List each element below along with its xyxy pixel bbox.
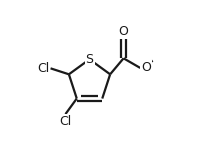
Text: Cl: Cl (59, 115, 71, 128)
Text: O: O (141, 61, 151, 75)
Text: S: S (86, 53, 93, 66)
Text: O: O (119, 25, 129, 38)
Text: Cl: Cl (37, 62, 49, 75)
